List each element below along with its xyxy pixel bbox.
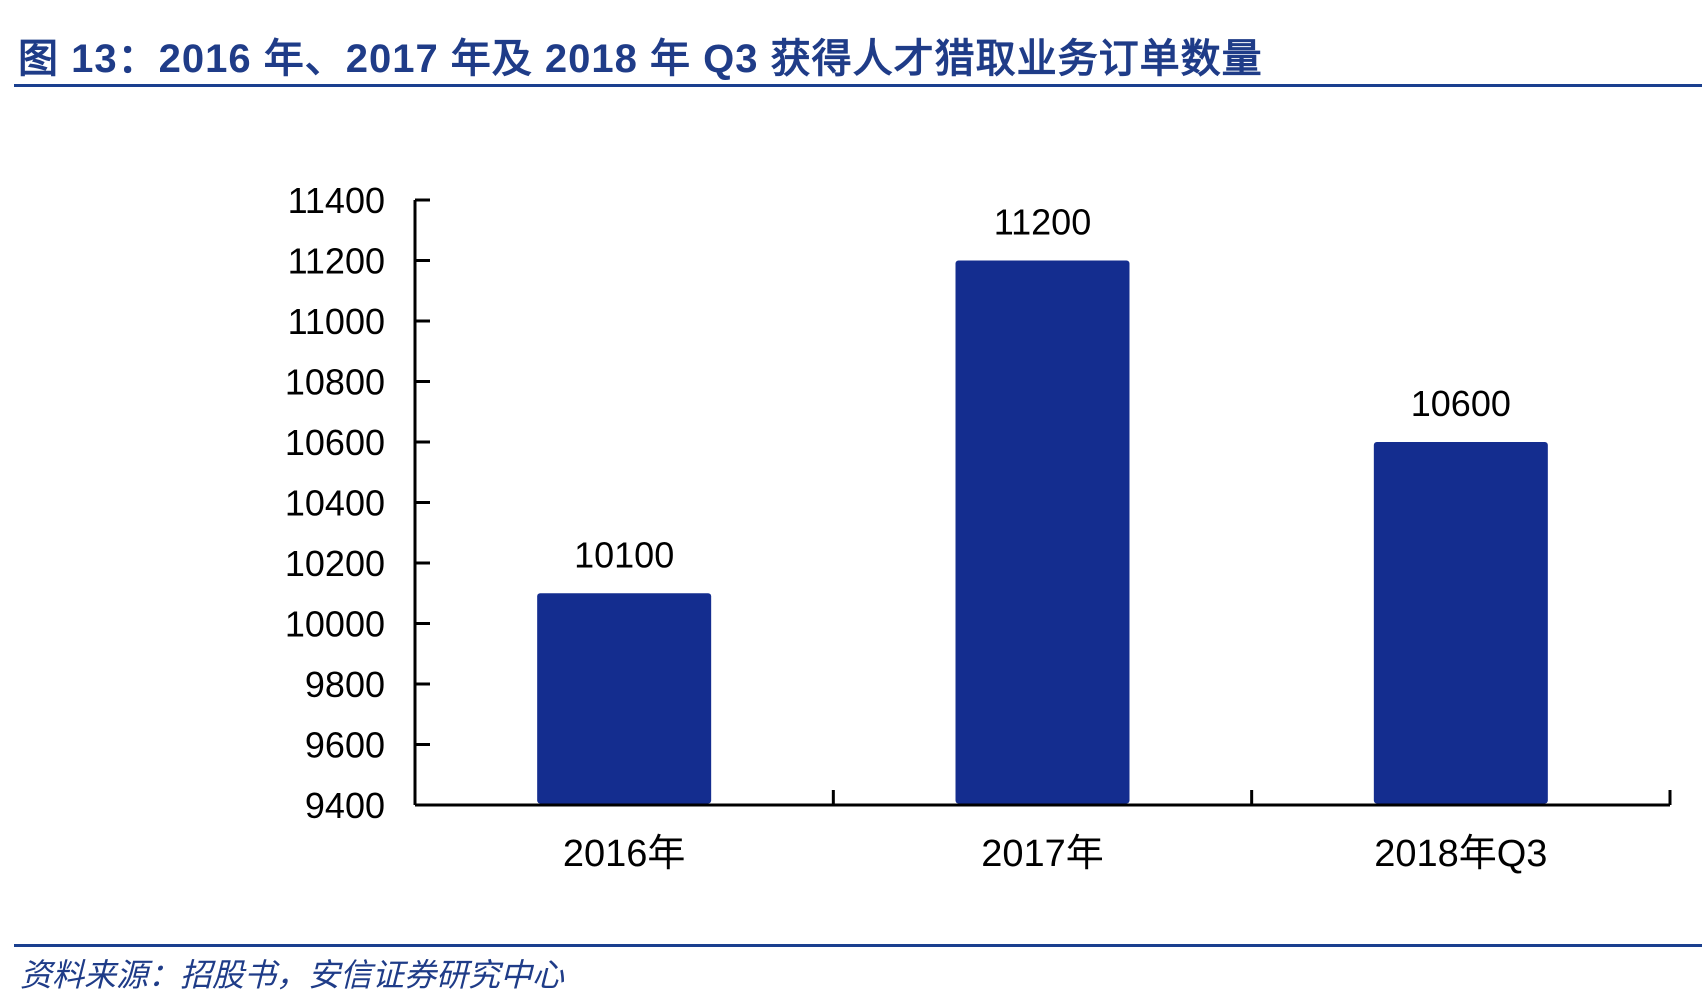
source-note: 资料来源：招股书，安信证券研究中心 <box>20 956 565 994</box>
bar <box>1373 442 1548 804</box>
y-tick-label: 9800 <box>305 664 385 705</box>
y-tick-label: 10200 <box>285 543 385 584</box>
title-divider <box>14 84 1702 87</box>
figure-title: 图 13：2016 年、2017 年及 2018 年 Q3 获得人才猎取业务订单… <box>18 37 1263 81</box>
bar-chart: 9400 9600 9800 10000 10200 10400 10600 10800 110… <box>285 180 1672 875</box>
chart-canvas: 9400 9600 9800 10000 10200 10400 10600 10800 110… <box>285 180 1672 875</box>
y-tick-label: 9400 <box>305 785 385 826</box>
y-tick-label: 11200 <box>288 241 385 282</box>
bar <box>955 260 1130 804</box>
x-tick-label: 2016年 <box>563 833 686 875</box>
y-tick-label: 10400 <box>285 483 385 524</box>
data-label: 11200 <box>994 202 1091 243</box>
bar <box>537 593 712 804</box>
x-tick-label: 2018年Q3 <box>1374 833 1547 875</box>
y-tick-label: 10800 <box>285 362 385 403</box>
y-tick-label: 11400 <box>288 180 385 221</box>
x-tick-label: 2017年 <box>981 833 1104 875</box>
y-tick-label: 10600 <box>285 422 385 463</box>
data-label: 10600 <box>1411 383 1511 424</box>
y-tick-label: 9600 <box>305 725 385 766</box>
data-label: 10100 <box>574 534 674 575</box>
source-divider <box>14 944 1702 947</box>
y-tick-label: 10000 <box>285 604 385 645</box>
y-tick-label: 11000 <box>288 301 385 342</box>
